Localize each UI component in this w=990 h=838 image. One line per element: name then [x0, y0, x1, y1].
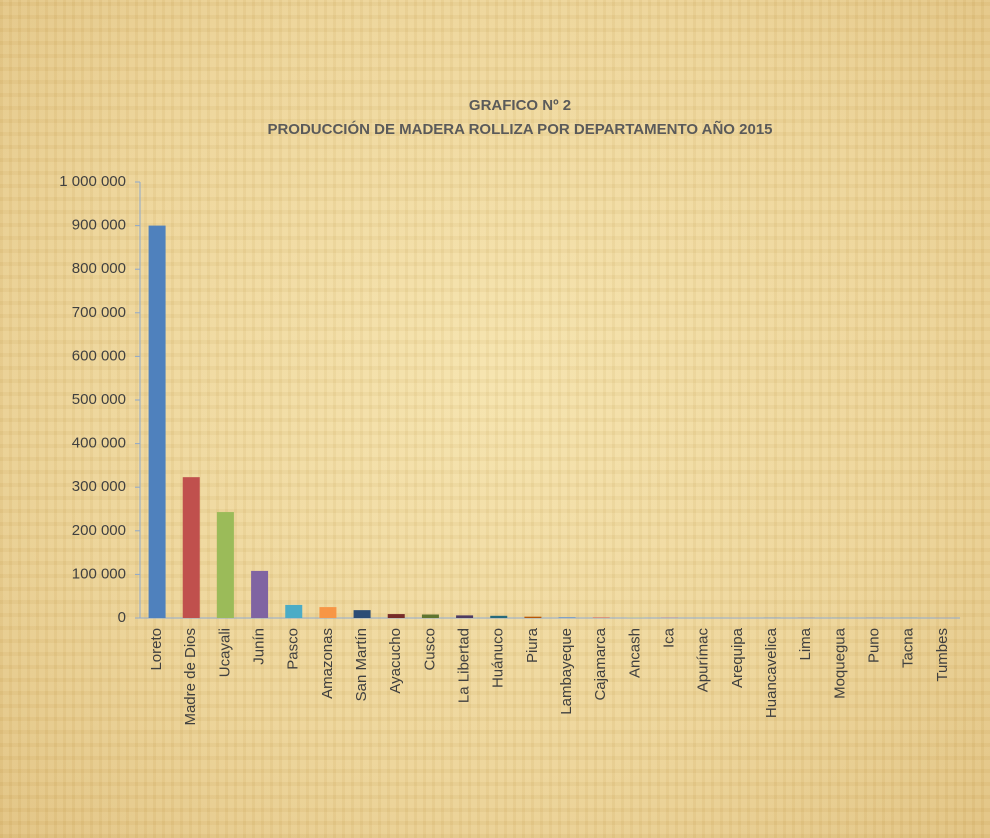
bar: [148, 225, 166, 618]
x-tick-label: Puno: [866, 628, 883, 663]
bar: [353, 610, 371, 618]
x-tick-label: Lambayeque: [558, 628, 575, 715]
y-tick-label: 700 000: [72, 304, 126, 321]
bar: [387, 614, 405, 618]
x-tick-label: Ucayali: [216, 628, 233, 677]
bar: [182, 477, 200, 618]
x-tick-label: San Martín: [353, 628, 370, 701]
y-tick-label: 300 000: [72, 478, 126, 495]
x-tick-label: Tumbes: [934, 628, 951, 682]
x-tick-label: Huancavelica: [763, 627, 780, 718]
x-tick-label: Junín: [251, 628, 268, 665]
bar: [490, 615, 508, 618]
x-tick-label: Arequipa: [729, 627, 746, 688]
x-tick-label: Cusco: [421, 628, 438, 671]
bar: [285, 604, 303, 618]
x-tick-label: Madre de Dios: [182, 628, 199, 726]
x-tick-label: Pasco: [285, 628, 302, 670]
bar: [421, 614, 439, 618]
x-tick-label: Amazonas: [319, 628, 336, 699]
y-tick-label: 400 000: [72, 435, 126, 452]
y-tick-label: 500 000: [72, 391, 126, 408]
bar: [524, 616, 542, 618]
x-tick-label: Tacna: [900, 627, 917, 668]
bar: [558, 617, 576, 618]
bar: [319, 607, 337, 618]
bar: [592, 617, 610, 618]
x-tick-label: Apurímac: [695, 628, 712, 693]
x-tick-label: Lima: [797, 627, 814, 660]
x-tick-label: Ayacucho: [387, 628, 404, 694]
y-tick-label: 800 000: [72, 260, 126, 277]
x-tick-label: Moquegua: [831, 627, 848, 699]
y-tick-label: 0: [118, 609, 126, 626]
y-tick-label: 900 000: [72, 217, 126, 234]
bar: [456, 615, 474, 618]
y-tick-label: 1 000 000: [59, 173, 126, 190]
x-tick-label: Loreto: [148, 628, 165, 671]
y-tick-label: 100 000: [72, 565, 126, 582]
x-tick-label: Cajamarca: [592, 627, 609, 700]
y-tick-label: 200 000: [72, 522, 126, 539]
y-tick-label: 600 000: [72, 347, 126, 364]
x-tick-label: Piura: [524, 627, 541, 663]
x-tick-label: Ica: [661, 627, 678, 648]
bar: [251, 570, 269, 618]
x-tick-label: Huánuco: [490, 628, 507, 688]
chart-subtitle: PRODUCCIÓN DE MADERA ROLLIZA POR DEPARTA…: [267, 120, 772, 138]
x-tick-label: Ancash: [626, 628, 643, 678]
bar: [216, 512, 234, 618]
chart-title: GRAFICO Nº 2: [469, 97, 571, 114]
x-tick-label: La Libertad: [456, 628, 473, 703]
